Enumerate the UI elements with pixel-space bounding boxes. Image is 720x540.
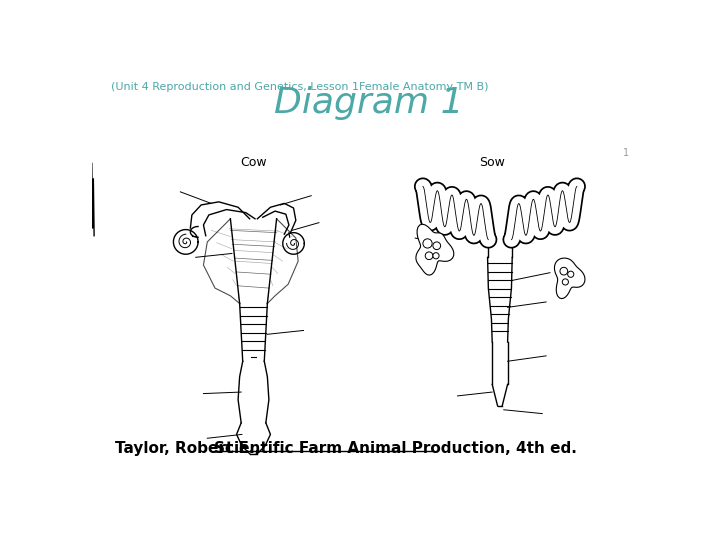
- Text: (Unit 4 Reproduction and Genetics, Lesson 1Female Anatomy TM B): (Unit 4 Reproduction and Genetics, Lesso…: [111, 82, 489, 92]
- Circle shape: [560, 267, 567, 275]
- Text: Taylor, Robert E.,: Taylor, Robert E.,: [115, 441, 265, 456]
- Text: Sow: Sow: [480, 156, 505, 168]
- Text: 1: 1: [623, 148, 629, 158]
- Circle shape: [426, 252, 433, 260]
- Circle shape: [433, 242, 441, 249]
- Text: Diagram 1: Diagram 1: [274, 86, 464, 120]
- Circle shape: [433, 253, 439, 259]
- Circle shape: [567, 271, 574, 278]
- Text: Scientific Farm Animal Production, 4th ed.: Scientific Farm Animal Production, 4th e…: [215, 441, 577, 456]
- Polygon shape: [416, 224, 454, 275]
- Text: Cow: Cow: [240, 156, 267, 168]
- Circle shape: [562, 279, 568, 285]
- Polygon shape: [554, 258, 585, 299]
- Circle shape: [423, 239, 432, 248]
